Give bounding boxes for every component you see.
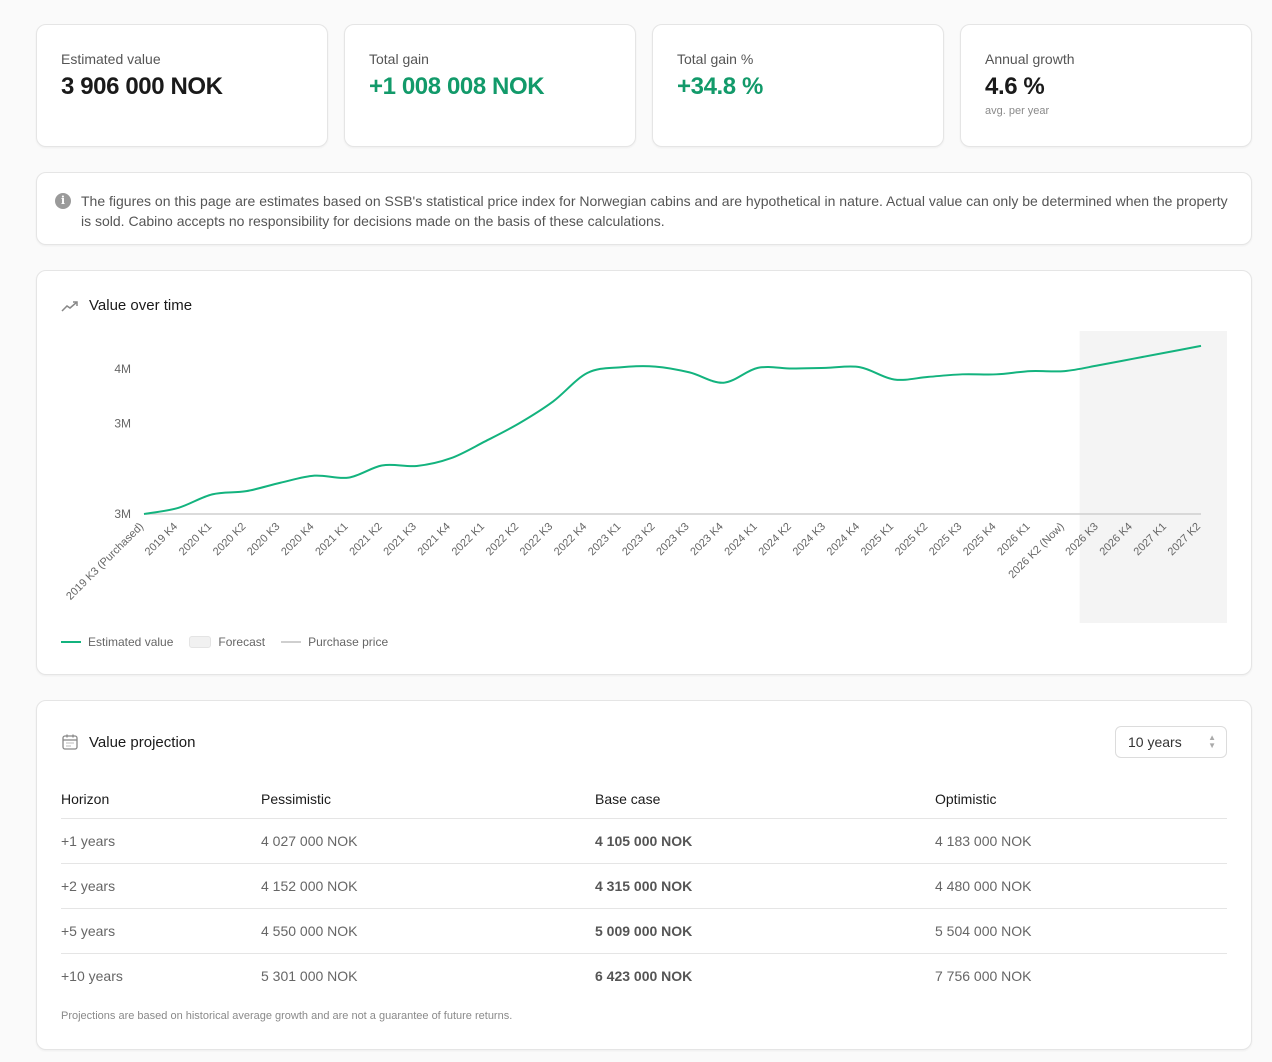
x-tick-label: 2025 K2 xyxy=(893,521,930,558)
stat-value: +34.8 % xyxy=(677,73,763,100)
y-tick-label: 4M xyxy=(114,362,131,376)
stat-label: Estimated value xyxy=(61,51,161,67)
x-tick-label: 2022 K4 xyxy=(552,521,589,558)
cell-horizon: +5 years xyxy=(61,908,261,954)
x-tick-label: 2021 K3 xyxy=(381,521,418,558)
disclaimer-box: i The figures on this page are estimates… xyxy=(36,172,1252,245)
cell-base-case: 4 315 000 NOK xyxy=(595,863,935,909)
estimated-swatch xyxy=(61,641,81,643)
projection-table: Horizon Pessimistic Base case Optimistic… xyxy=(61,780,1227,998)
cell-pessimistic: 4 027 000 NOK xyxy=(261,818,595,864)
x-tick-label: 2023 K4 xyxy=(688,521,725,558)
stat-value: +1 008 008 NOK xyxy=(369,73,545,100)
legend-item-forecast[interactable]: Forecast xyxy=(189,635,265,649)
x-tick-label: 2025 K3 xyxy=(927,521,964,558)
stat-value: 4.6 % xyxy=(985,73,1045,100)
legend-item-purchase[interactable]: Purchase price xyxy=(281,635,388,649)
legend-label: Forecast xyxy=(218,635,266,649)
stat-card-annual-growth: Annual growth 4.6 % avg. per year xyxy=(960,24,1252,147)
chart-title: Value over time xyxy=(89,297,193,314)
x-tick-label: 2025 K4 xyxy=(961,521,998,558)
forecast-band xyxy=(1079,331,1227,623)
value-over-time-card: Value over time 3M 3M 4M 2019 K3 (Purchased… xyxy=(36,270,1252,675)
cell-horizon: +10 years xyxy=(61,967,123,984)
x-tick-label: 2022 K2 xyxy=(484,521,521,558)
x-tick-label: 2024 K3 xyxy=(791,521,828,558)
stat-label: Total gain xyxy=(369,51,429,67)
cell-optimistic: 5 504 000 NOK xyxy=(935,908,1227,954)
stat-label: Total gain % xyxy=(677,51,754,67)
projection-header: Value projection xyxy=(61,733,195,751)
x-tick-label: 2021 K1 xyxy=(313,521,350,558)
cell-pessimistic: 4 152 000 NOK xyxy=(261,863,595,909)
stat-subtext: avg. per year xyxy=(985,105,1050,117)
y-tick-label: 3M xyxy=(114,417,131,431)
table-header-row: Horizon Pessimistic Base case Optimistic xyxy=(61,780,1227,819)
x-tick-label: 2020 K3 xyxy=(245,521,282,558)
x-tick-label: 2024 K1 xyxy=(722,521,759,558)
cell-pessimistic: 4 550 000 NOK xyxy=(261,908,595,954)
projection-footnote: Projections are based on historical aver… xyxy=(61,1010,513,1022)
x-tick-label: 2021 K2 xyxy=(347,521,384,558)
x-tick-label: 2024 K2 xyxy=(756,521,793,558)
x-tick-label: 2023 K1 xyxy=(586,521,623,558)
calendar-icon xyxy=(62,734,78,750)
x-tick-label: 2019 K4 xyxy=(143,521,180,558)
x-tick-label: 2023 K2 xyxy=(620,521,657,558)
table-row: +5 years 4 550 000 NOK 5 009 000 NOK 5 5… xyxy=(61,908,1227,954)
projection-title: Value projection xyxy=(89,733,196,751)
header-pessimistic: Pessimistic xyxy=(261,780,595,819)
forecast-swatch xyxy=(189,636,212,648)
table-row: +2 years 4 152 000 NOK 4 315 000 NOK 4 4… xyxy=(61,863,1227,909)
x-tick-label: 2019 K3 (Purchased) xyxy=(64,521,146,603)
stat-value: 3 906 000 NOK xyxy=(61,73,223,100)
y-tick-label: 3M xyxy=(114,507,131,521)
x-tick-label: 2020 K1 xyxy=(177,521,214,558)
info-icon: i xyxy=(55,193,71,209)
cell-base-case: 5 009 000 NOK xyxy=(595,908,935,954)
x-tick-label: 2022 K1 xyxy=(450,521,487,558)
x-tick-label: 2022 K3 xyxy=(518,521,555,558)
horizon-select[interactable]: 10 years ▲ ▼ xyxy=(1115,726,1227,758)
cell-base-case: 4 105 000 NOK xyxy=(595,818,935,864)
cell-optimistic: 7 756 000 NOK xyxy=(935,967,1032,984)
table-row: +1 years 4 027 000 NOK 4 105 000 NOK 4 1… xyxy=(61,818,1227,864)
value-projection-card: Value projection 10 years ▲ ▼ Horizon Pes… xyxy=(36,700,1252,1050)
legend-label: Purchase price xyxy=(308,635,389,649)
chart-header: Value over time xyxy=(61,297,192,314)
stat-card-total-gain: Total gain +1 008 008 NOK xyxy=(344,24,636,147)
x-tick-label: 2021 K4 xyxy=(416,521,453,558)
cell-optimistic: 4 480 000 NOK xyxy=(935,863,1227,909)
cell-horizon: +1 years xyxy=(61,818,261,864)
x-tick-label: 2020 K2 xyxy=(211,521,248,558)
header-optimistic: Optimistic xyxy=(935,780,1227,819)
table-row: +10 years 5 301 000 NOK 6 423 000 NOK 7 … xyxy=(61,953,1227,998)
stat-card-estimated-value: Estimated value 3 906 000 NOK xyxy=(36,24,328,147)
estimated-value-line xyxy=(143,344,1202,515)
stat-card-total-gain-percent: Total gain % +34.8 % xyxy=(652,24,944,147)
horizon-select-value: 10 years xyxy=(1128,734,1182,750)
x-tick-label: 2025 K1 xyxy=(859,521,896,558)
purchase-swatch xyxy=(281,641,302,643)
cell-base-case: 6 423 000 NOK xyxy=(595,967,693,984)
cell-horizon: +2 years xyxy=(61,863,261,909)
x-tick-label: 2023 K3 xyxy=(654,521,691,558)
cell-optimistic: 4 183 000 NOK xyxy=(935,818,1227,864)
legend-item-estimated[interactable]: Estimated value xyxy=(61,635,173,649)
chart-legend: Estimated value Forecast Purchase price xyxy=(61,635,388,649)
chevron-updown-icon: ▲ ▼ xyxy=(1208,733,1216,750)
stat-label: Annual growth xyxy=(985,51,1075,67)
disclaimer-text: The figures on this page are estimates b… xyxy=(81,193,1228,229)
x-tick-label: 2024 K4 xyxy=(825,521,862,558)
cell-pessimistic: 5 301 000 NOK xyxy=(261,967,358,984)
x-tick-label: 2020 K4 xyxy=(279,521,316,558)
trending-up-icon xyxy=(61,300,78,312)
legend-label: Estimated value xyxy=(88,635,174,649)
header-base-case: Base case xyxy=(595,780,935,819)
header-horizon: Horizon xyxy=(61,780,261,819)
